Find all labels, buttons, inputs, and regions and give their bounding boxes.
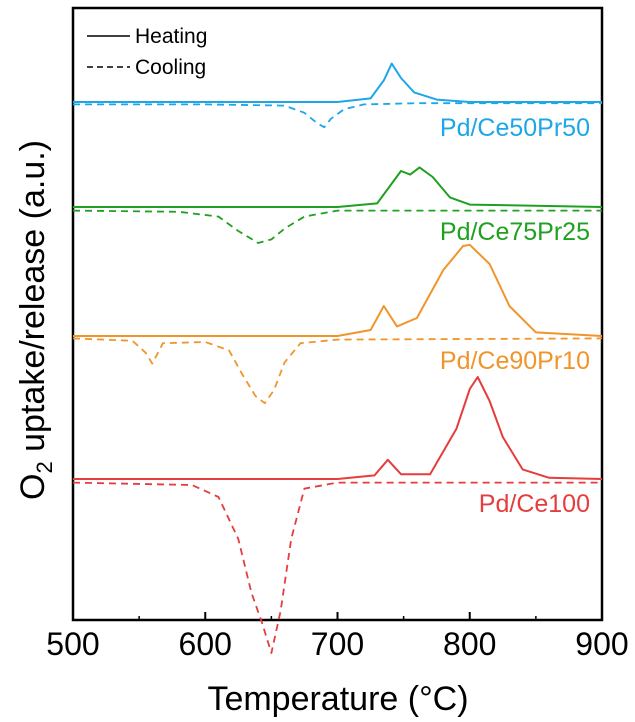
x-tick-label: 500 (46, 626, 99, 662)
series-group: Pd/Ce90Pr10 (72, 243, 603, 405)
y-axis-title: O2 uptake/release (a.u.) (14, 140, 57, 500)
series-heating-line (73, 243, 603, 337)
series-cooling-line (72, 481, 602, 654)
x-axis: 500 600 700 800 900 (46, 612, 629, 662)
series-label: Pd/Ce90Pr10 (440, 347, 590, 375)
series-cooling-line (72, 209, 602, 244)
x-axis-title: Temperature (°C) (207, 680, 468, 718)
legend: Heating Cooling (87, 25, 207, 79)
plot-frame (71, 6, 604, 622)
y-axis-title-main: O (14, 474, 52, 500)
y-axis-title-subscript: 2 (32, 461, 57, 473)
series-layer: Pd/Ce50Pr50 Pd/Ce75Pr25 Pd/Ce90Pr10 Pd/Ce10… (72, 62, 603, 654)
series-cooling-line (73, 102, 602, 129)
series-group: Pd/Ce50Pr50 (73, 62, 602, 142)
series-label: Pd/Ce100 (479, 490, 590, 518)
series-group: Pd/Ce75Pr25 (72, 166, 603, 246)
legend-heating-label: Heating (135, 25, 207, 48)
series-group: Pd/Ce100 (72, 376, 603, 654)
x-tick-label: 700 (311, 626, 364, 662)
x-tick-label: 900 (575, 626, 628, 662)
legend-cooling-label: Cooling (135, 56, 206, 79)
series-heating-line (73, 166, 603, 208)
series-heating-line (73, 62, 602, 103)
series-heating-line (73, 376, 603, 480)
y-axis-title-rest: uptake/release (a.u.) (14, 140, 52, 461)
x-tick-label: 600 (179, 626, 232, 662)
series-label: Pd/Ce50Pr50 (440, 114, 590, 142)
series-cooling-line (72, 337, 603, 405)
x-tick-label: 800 (443, 626, 496, 662)
series-label: Pd/Ce75Pr25 (440, 218, 590, 246)
